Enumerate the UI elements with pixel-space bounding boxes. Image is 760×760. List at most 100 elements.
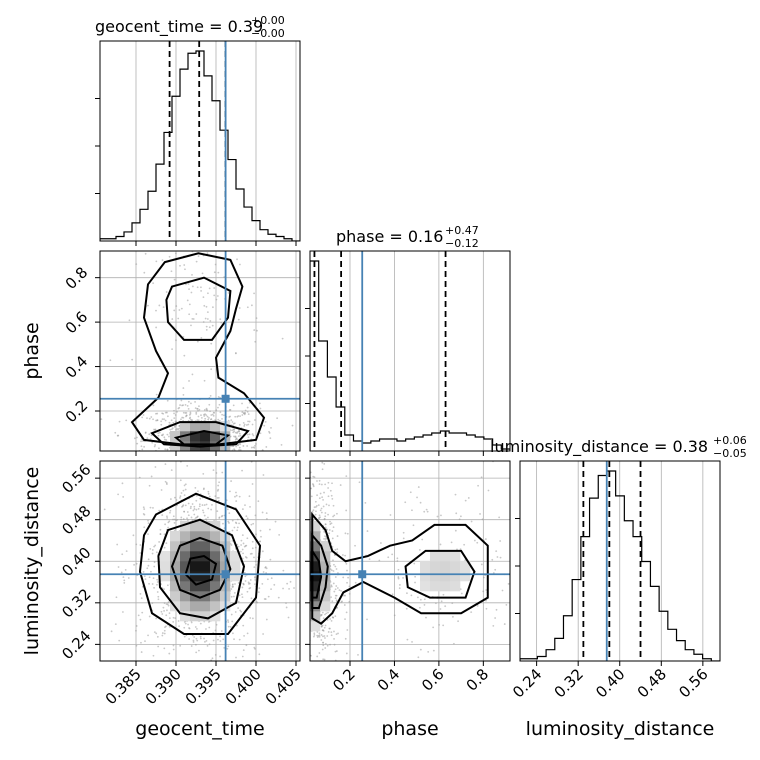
sample-point <box>159 454 161 456</box>
density-cell <box>210 531 221 542</box>
sample-point <box>305 506 307 508</box>
sample-point <box>307 605 309 607</box>
sample-point <box>278 533 281 536</box>
sample-point <box>330 522 333 525</box>
sample-point <box>354 544 356 547</box>
sample-point <box>389 514 392 516</box>
sample-point <box>147 634 149 637</box>
sample-point <box>205 408 208 411</box>
sample-point <box>249 579 252 581</box>
sample-point <box>329 618 332 620</box>
sample-point <box>293 650 295 652</box>
sample-point <box>246 306 249 309</box>
sample-point <box>201 504 204 506</box>
sample-point <box>210 414 213 416</box>
sample-point <box>235 491 237 494</box>
sample-point <box>343 604 346 606</box>
sample-point <box>165 291 168 293</box>
sample-point <box>217 396 220 398</box>
sample-point <box>156 583 158 586</box>
sample-point <box>432 626 435 629</box>
sample-point <box>181 669 183 671</box>
sample-point <box>139 544 142 546</box>
sample-point <box>219 318 222 321</box>
sample-point <box>503 623 506 625</box>
x-tick-label-geocent-time: 0.400 <box>222 665 265 708</box>
sample-point <box>304 649 306 651</box>
density-cell <box>170 581 181 592</box>
sample-point <box>197 255 200 258</box>
sample-point <box>188 479 190 481</box>
density-cell <box>160 561 171 572</box>
histogram-step-phase <box>310 260 510 451</box>
sample-point <box>304 587 306 589</box>
sample-point <box>248 433 251 436</box>
sample-point <box>193 461 195 463</box>
sample-point <box>241 557 244 560</box>
sample-point <box>137 457 139 459</box>
sample-point <box>340 589 343 592</box>
sample-point <box>196 286 199 289</box>
sample-point <box>301 583 303 585</box>
density-cell <box>210 541 221 552</box>
sample-point <box>156 578 159 581</box>
sample-point <box>244 580 247 582</box>
sample-point <box>292 554 294 556</box>
sample-point <box>149 506 152 509</box>
sample-point <box>143 472 145 474</box>
sample-point <box>228 416 231 418</box>
sample-point <box>494 617 497 619</box>
sample-point <box>402 531 405 534</box>
sample-point <box>306 550 308 552</box>
sample-point <box>203 461 205 463</box>
sample-point <box>144 640 146 643</box>
sample-point <box>334 576 337 578</box>
sample-point <box>121 482 124 485</box>
sample-point <box>236 258 238 261</box>
title-geocent-time-text: geocent_time = 0.39 <box>95 17 263 37</box>
sample-point <box>147 564 150 567</box>
sample-point <box>294 521 296 523</box>
sample-point <box>147 304 149 307</box>
sample-point <box>297 578 299 580</box>
sample-point <box>419 648 422 651</box>
sample-point <box>158 431 161 434</box>
sample-point <box>286 582 289 585</box>
sample-point <box>303 571 305 573</box>
x-tick-label-luminosity-distance: 0.48 <box>634 665 670 701</box>
sample-point <box>233 638 235 641</box>
sample-point <box>324 515 327 518</box>
sample-point <box>232 672 234 674</box>
sample-point <box>306 567 308 569</box>
sample-point <box>210 457 212 459</box>
sample-point <box>527 505 529 507</box>
density-cell <box>310 601 321 612</box>
sample-point <box>222 522 224 525</box>
sample-point <box>169 509 172 512</box>
sample-point <box>213 411 215 414</box>
sample-point <box>179 644 182 647</box>
sample-point <box>234 415 237 418</box>
sample-point <box>305 546 307 548</box>
sample-point <box>417 656 420 659</box>
histogram-geocent-time <box>100 41 300 241</box>
sample-point <box>207 469 209 471</box>
sample-point <box>314 500 317 503</box>
sample-point <box>323 531 326 533</box>
sample-point <box>189 411 192 414</box>
sample-point <box>186 464 189 467</box>
sample-point <box>248 582 251 585</box>
sample-point <box>207 457 209 459</box>
sample-point <box>459 515 462 518</box>
sample-point <box>193 513 196 516</box>
density-cell <box>190 551 201 562</box>
sample-point <box>303 619 305 621</box>
sample-point <box>305 517 307 519</box>
density-cell <box>440 561 451 572</box>
sample-point <box>301 558 303 560</box>
sample-point <box>153 586 155 589</box>
sample-point <box>188 627 191 630</box>
y-tick-label-luminosity-distance: 0.56 <box>58 460 94 496</box>
sample-point <box>262 633 265 635</box>
sample-point <box>118 420 121 423</box>
